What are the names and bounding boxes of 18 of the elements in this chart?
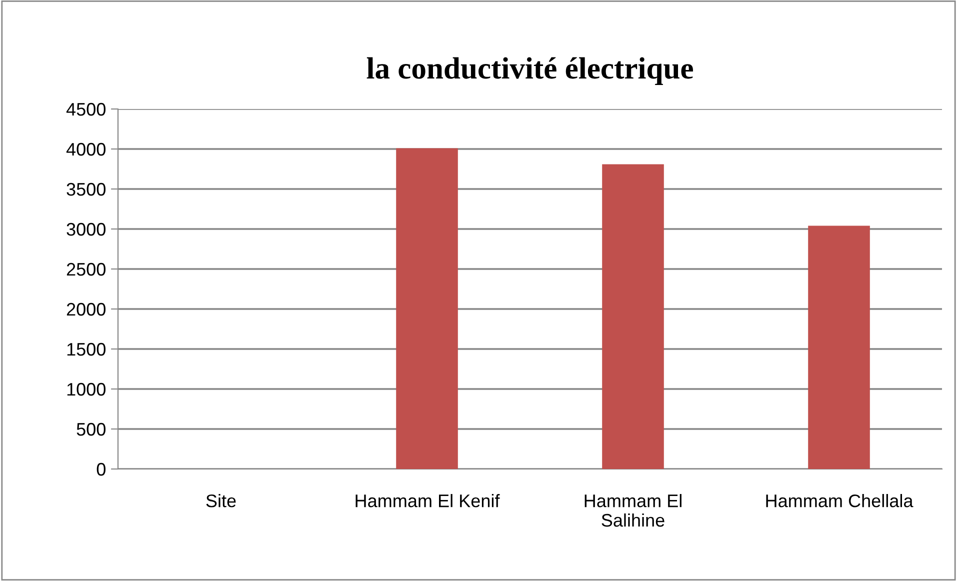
y-tick-label: 1500 <box>67 342 106 356</box>
y-tick-label: 3000 <box>66 222 106 236</box>
y-tick-label: 3500 <box>66 182 106 196</box>
chart-title: la conductivité électrique <box>366 57 693 85</box>
x-tick-label: Hammam El Salihine <box>584 494 682 527</box>
bar <box>808 226 870 469</box>
x-tick-label: Hammam Chellala <box>766 494 914 508</box>
y-tick-label: 2000 <box>66 302 106 316</box>
bar <box>602 164 664 469</box>
y-tick-label: 4000 <box>66 142 106 156</box>
bar <box>396 148 458 469</box>
x-tick-label: Hammam El Kenif <box>356 494 500 508</box>
x-tick-label: Site <box>206 494 236 508</box>
y-tick-label: 2500 <box>66 262 106 276</box>
y-tick-label: 4500 <box>66 102 106 116</box>
y-tick-label: 1000 <box>67 382 106 396</box>
y-tick-label: 0 <box>96 462 106 476</box>
y-tick-label: 500 <box>76 422 106 436</box>
